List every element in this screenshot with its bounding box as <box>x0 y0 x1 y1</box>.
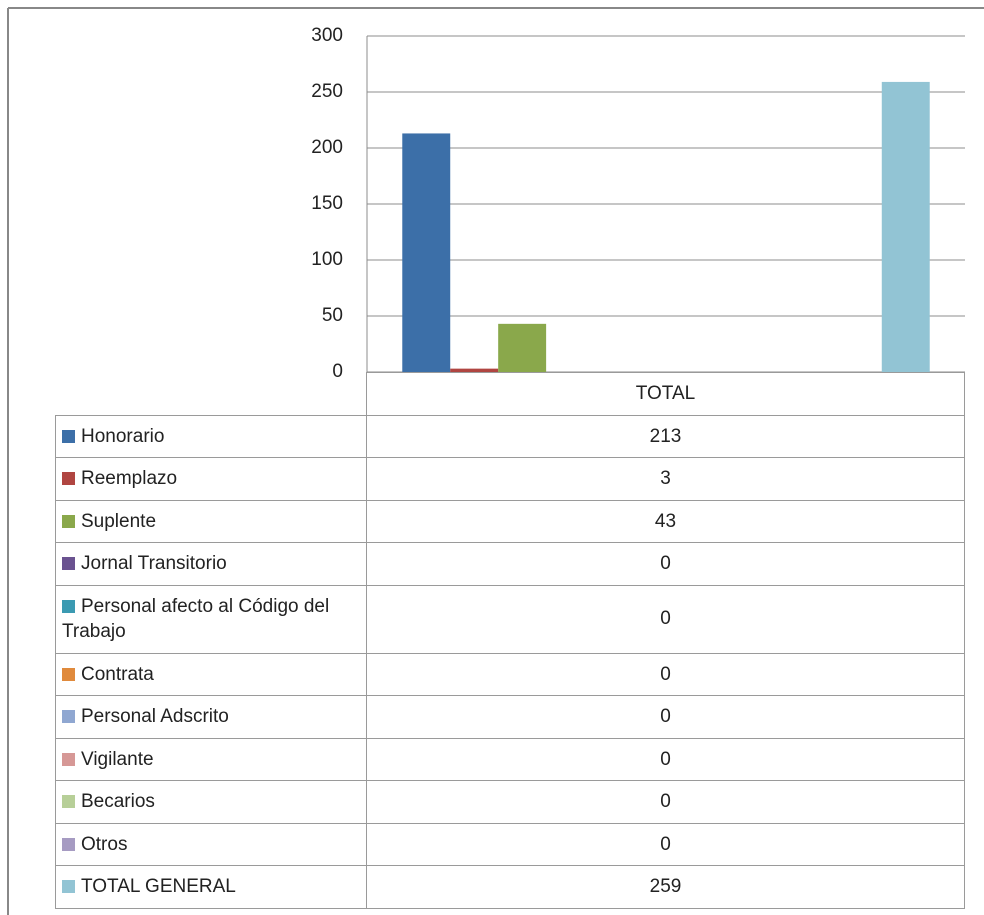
table-row: TOTAL GENERAL 259 <box>55 865 965 909</box>
legend-swatch <box>62 667 75 681</box>
legend-swatch <box>62 429 75 443</box>
legend-label: Jornal Transitorio <box>81 553 227 574</box>
legend-swatch <box>62 880 75 893</box>
table-row: Personal afecto al Código del Trabajo 0 <box>55 584 965 654</box>
table-value: 0 <box>366 542 965 586</box>
y-tick-label: 200 <box>311 137 343 158</box>
legend-label: Otros <box>81 833 128 855</box>
table-row: Suplente 43 <box>55 499 965 543</box>
legend-label: Personal Adscrito <box>81 706 229 727</box>
table-value: 259 <box>366 865 965 909</box>
table-row: Contrata 0 <box>55 652 965 696</box>
legend-swatch <box>62 599 75 613</box>
legend-entry: Jornal Transitorio <box>55 542 367 586</box>
legend-entry: Contrata <box>55 652 367 696</box>
legend-swatch <box>62 752 75 766</box>
y-tick-label: 150 <box>311 193 343 214</box>
legend-entry: Otros <box>55 822 367 866</box>
table-value: 0 <box>366 737 965 781</box>
legend-entry: TOTAL GENERAL <box>55 865 367 909</box>
legend-label: Personal afecto al Código del Trabajo <box>62 595 330 643</box>
legend-label: TOTAL GENERAL <box>81 876 236 897</box>
y-tick-label: 300 <box>311 25 343 46</box>
legend-entry: Suplente <box>55 499 367 543</box>
legend-entry: Vigilante <box>55 737 367 781</box>
legend-label: Becarios <box>81 791 155 812</box>
legend-swatch <box>62 472 75 485</box>
legend-label: Reemplazo <box>81 468 178 489</box>
table-row: Vigilante 0 <box>55 737 965 781</box>
bar <box>402 133 451 372</box>
table-value: 0 <box>366 584 965 654</box>
y-tick-label: 0 <box>332 361 343 382</box>
table-value: 43 <box>366 499 965 543</box>
legend-entry: Becarios <box>55 780 367 824</box>
table-value: 0 <box>366 780 965 824</box>
legend-label: Honorario <box>81 425 165 447</box>
data-table: TOTAL Honorario 213 Reemplazo 3 Suplente 43 Jor… <box>55 372 965 909</box>
legend-entry: Personal afecto al Código del Trabajo <box>55 584 367 654</box>
table-row: Honorario 213 <box>55 414 965 458</box>
legend-swatch <box>62 710 75 723</box>
legend-swatch <box>62 514 75 528</box>
table-row: Otros 0 <box>55 822 965 866</box>
y-tick-label: 100 <box>311 249 343 270</box>
legend-swatch <box>62 557 75 570</box>
table-value: 3 <box>366 457 965 501</box>
table-row: Personal Adscrito 0 <box>55 695 965 739</box>
category-label: TOTAL <box>366 372 965 416</box>
table-header-row: TOTAL <box>55 372 965 416</box>
bar <box>881 81 930 373</box>
legend-entry: Reemplazo <box>55 457 367 501</box>
table-row: Jornal Transitorio 0 <box>55 542 965 586</box>
table-value: 0 <box>366 822 965 866</box>
legend-entry: Honorario <box>55 414 367 458</box>
table-value: 213 <box>366 414 965 458</box>
y-tick-label: 250 <box>311 81 343 102</box>
legend-label: Vigilante <box>81 748 154 770</box>
table-row: Reemplazo 3 <box>55 457 965 501</box>
legend-label: Suplente <box>81 510 157 532</box>
legend-swatch <box>62 795 75 808</box>
table-value: 0 <box>366 695 965 739</box>
legend-label: Contrata <box>81 663 154 685</box>
legend-entry: Personal Adscrito <box>55 695 367 739</box>
legend-swatch <box>62 837 75 851</box>
table-row: Becarios 0 <box>55 780 965 824</box>
table-corner <box>55 372 367 416</box>
y-tick-label: 50 <box>322 305 343 326</box>
bar <box>450 368 499 372</box>
bar <box>498 323 547 372</box>
table-value: 0 <box>366 652 965 696</box>
